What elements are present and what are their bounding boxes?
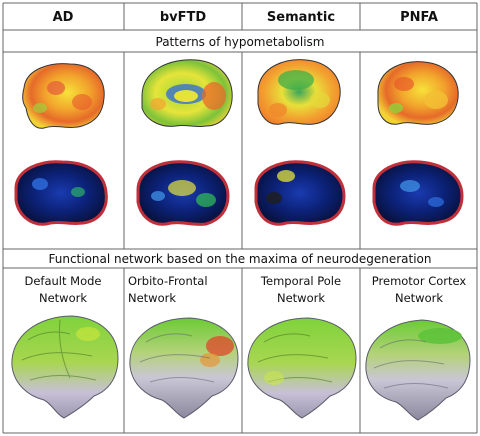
network-label-semantic-line1: Temporal Pole (260, 274, 341, 288)
network-label-bvftd-line1: Orbito-Frontal (128, 274, 208, 288)
pet-image-semantic (257, 59, 341, 125)
column-header-semantic: Semantic (267, 10, 335, 25)
pet-image-ad (22, 63, 105, 129)
network-label-ad-line1: Default Mode (24, 274, 101, 288)
column-header-ad: AD (53, 10, 74, 25)
network-label-ad-line2: Network (39, 291, 87, 305)
brain-render-bvftd (129, 317, 239, 419)
brain-render-pnfa (365, 319, 471, 421)
brain-render-semantic (247, 317, 357, 419)
column-header-pnfa: PNFA (400, 10, 438, 25)
atrophy-map-ad (14, 160, 108, 226)
atrophy-map-semantic (254, 160, 346, 226)
section-title-hypometabolism: Patterns of hypometabolism (156, 35, 325, 49)
column-header-bvftd: bvFTD (160, 10, 207, 25)
network-label-semantic-line2: Network (277, 291, 325, 305)
atrophy-map-pnfa (372, 160, 464, 226)
network-label-pnfa-line1: Premotor Cortex (372, 274, 467, 288)
atrophy-map-bvftd (136, 160, 230, 226)
brain-render-ad (11, 315, 119, 419)
pet-image-bvftd (141, 59, 233, 128)
pet-image-pnfa (377, 61, 459, 125)
section-title-network: Functional network based on the maxima o… (49, 252, 432, 266)
network-label-pnfa-line2: Network (395, 291, 443, 305)
network-label-bvftd-line2: Network (128, 291, 176, 305)
